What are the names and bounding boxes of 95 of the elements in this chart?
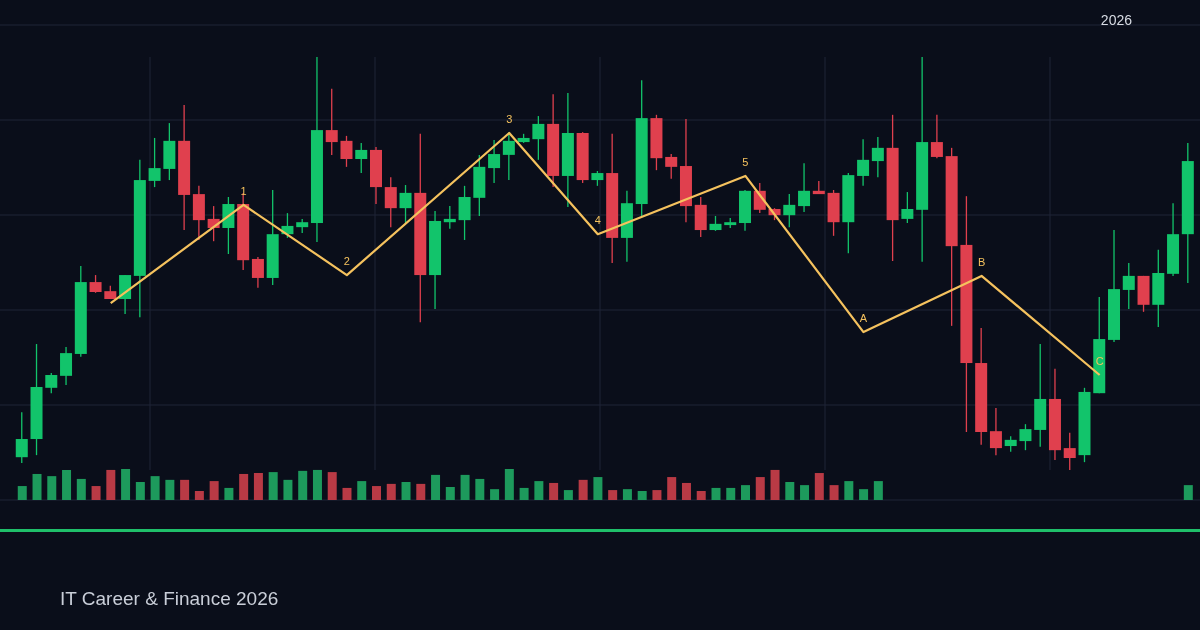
bar [829,485,839,500]
bar [253,473,263,500]
candlestick [1019,423,1032,451]
candlestick [325,88,338,156]
candlestick [901,191,914,224]
bar [401,482,411,500]
bar [519,487,529,500]
bar [121,469,131,500]
bar [460,474,470,500]
bar [32,473,42,500]
candlestick [399,184,412,224]
bar [711,487,721,500]
annotation: 2 [343,255,350,268]
bar [342,487,352,500]
bar [180,479,190,500]
candlestick [1122,262,1135,310]
bar [445,486,455,500]
bar [859,489,869,500]
bar [416,483,426,500]
bar [150,476,160,500]
bar [239,473,249,500]
candlestick [15,411,28,464]
bar [814,473,824,500]
candlestick [871,136,884,178]
candlestick [665,153,678,180]
bar [268,472,278,500]
bar [622,489,632,500]
annotation: 1 [240,184,247,197]
bar [62,469,72,500]
bar [209,481,219,500]
bar [785,482,795,500]
annotation: B [977,255,986,268]
bar [327,472,337,500]
candlestick [45,372,58,394]
bar [106,469,116,500]
bar [224,487,234,500]
bar [741,485,751,500]
candlestick [532,115,545,161]
bar [608,490,618,500]
bar [770,469,780,500]
bar [283,479,293,500]
annotation: C [1095,355,1104,368]
bar [652,490,662,500]
bar [578,479,588,500]
bar [755,477,765,500]
candlestick [458,185,471,241]
candlestick [443,205,456,230]
candlestick [355,142,368,174]
bar [431,474,441,500]
text: IT Career & Finance 2026 [60,588,279,610]
bar [17,486,27,500]
bar [372,486,381,500]
bar [135,482,145,500]
bar [844,481,854,500]
bar [357,481,367,500]
bar [91,486,101,500]
bar [312,469,322,500]
annotation: 4 [594,214,601,227]
candlestick [930,114,943,159]
bar [667,477,677,500]
bar [504,469,514,500]
candlestick [989,407,1002,456]
candlestick [798,162,811,213]
text: 2026 [1100,12,1132,28]
annotation: 3 [506,112,513,125]
bar [800,485,810,500]
candlestick [488,139,501,184]
bar [593,477,603,500]
bar [637,491,647,500]
bar [386,483,396,500]
candlestick [60,346,73,386]
bar [534,481,544,500]
bar [475,478,485,500]
bar [696,491,706,500]
bar [76,478,86,500]
candlestick [857,138,870,187]
bar [873,481,883,500]
bar [47,476,57,500]
annotation: 5 [742,155,749,168]
bar [681,482,691,500]
candlestick [384,176,397,228]
bar [165,479,175,500]
bar [1183,485,1193,500]
bar [194,491,204,500]
candlestick [340,135,353,168]
candlestick [251,256,264,289]
bar [298,470,308,500]
candlestick [1063,432,1076,470]
bar [563,490,573,500]
bar [726,487,736,500]
annotation: A [859,312,868,325]
bar [549,482,559,500]
candlestick [148,137,161,188]
candlestick [783,193,796,228]
bar [490,489,500,500]
